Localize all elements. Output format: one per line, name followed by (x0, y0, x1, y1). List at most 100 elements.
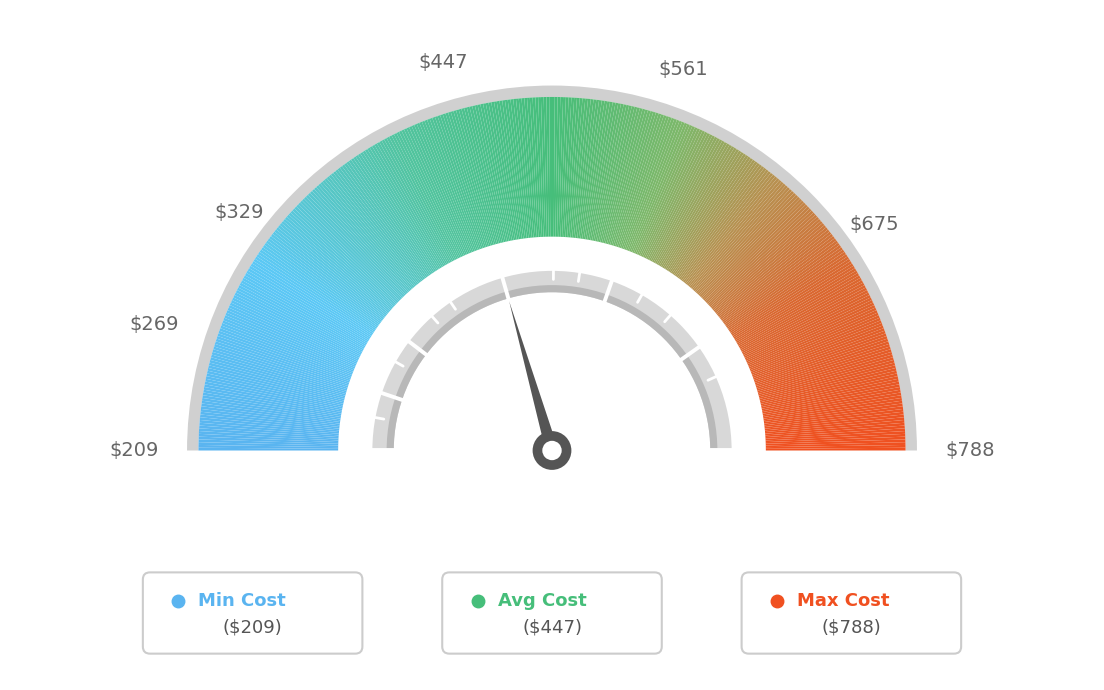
Wedge shape (762, 382, 900, 411)
Text: Avg Cost: Avg Cost (498, 592, 586, 610)
Wedge shape (634, 124, 690, 254)
Wedge shape (731, 257, 849, 335)
Wedge shape (422, 121, 475, 252)
Wedge shape (250, 266, 370, 340)
Wedge shape (318, 184, 412, 290)
Wedge shape (591, 103, 618, 240)
Wedge shape (275, 230, 385, 318)
Wedge shape (740, 283, 864, 351)
Wedge shape (258, 252, 375, 332)
Wedge shape (325, 178, 416, 287)
Wedge shape (753, 328, 884, 378)
Wedge shape (365, 149, 440, 269)
Text: $447: $447 (418, 53, 468, 72)
Wedge shape (636, 125, 692, 254)
Wedge shape (598, 106, 631, 242)
FancyBboxPatch shape (742, 573, 962, 653)
Wedge shape (765, 423, 904, 435)
Wedge shape (715, 223, 825, 314)
Wedge shape (372, 271, 732, 451)
Wedge shape (255, 257, 373, 335)
Wedge shape (353, 157, 433, 274)
Wedge shape (604, 108, 640, 244)
Wedge shape (667, 152, 744, 271)
Wedge shape (203, 393, 341, 417)
Wedge shape (200, 423, 339, 435)
Wedge shape (581, 100, 602, 239)
Wedge shape (338, 168, 424, 281)
Wedge shape (382, 139, 450, 263)
Wedge shape (582, 101, 605, 239)
Wedge shape (690, 180, 782, 288)
Wedge shape (429, 118, 479, 250)
Wedge shape (654, 139, 722, 263)
Wedge shape (602, 107, 637, 243)
Wedge shape (652, 138, 720, 262)
Text: $269: $269 (129, 315, 179, 334)
Wedge shape (302, 199, 402, 299)
Wedge shape (480, 104, 510, 241)
Wedge shape (304, 197, 403, 298)
Wedge shape (200, 420, 339, 434)
Wedge shape (611, 110, 650, 245)
Wedge shape (678, 164, 762, 279)
Wedge shape (331, 172, 420, 284)
Wedge shape (630, 121, 684, 253)
Wedge shape (649, 135, 715, 261)
Text: ($209): ($209) (223, 619, 283, 637)
Wedge shape (585, 101, 611, 239)
Wedge shape (666, 150, 742, 270)
Wedge shape (312, 189, 408, 293)
Wedge shape (755, 339, 889, 384)
Wedge shape (358, 153, 436, 272)
Wedge shape (645, 132, 708, 259)
Wedge shape (269, 236, 382, 322)
Wedge shape (410, 126, 467, 255)
Wedge shape (736, 270, 858, 343)
Wedge shape (406, 127, 466, 255)
Wedge shape (664, 149, 739, 269)
Wedge shape (399, 130, 461, 258)
Wedge shape (420, 121, 474, 253)
Wedge shape (699, 193, 796, 296)
Wedge shape (740, 280, 863, 349)
Wedge shape (206, 373, 343, 406)
Wedge shape (527, 98, 539, 237)
Wedge shape (747, 308, 877, 366)
Text: $561: $561 (658, 61, 708, 79)
Wedge shape (217, 333, 350, 382)
Wedge shape (223, 318, 353, 372)
Wedge shape (751, 320, 882, 373)
Wedge shape (679, 166, 764, 279)
Wedge shape (549, 97, 552, 237)
Wedge shape (734, 266, 854, 340)
Wedge shape (236, 290, 361, 355)
Wedge shape (300, 201, 401, 300)
Wedge shape (728, 250, 845, 331)
Wedge shape (237, 288, 362, 353)
Wedge shape (285, 217, 392, 310)
Wedge shape (203, 390, 341, 415)
Wedge shape (484, 104, 512, 241)
Wedge shape (744, 295, 871, 358)
Wedge shape (629, 121, 682, 252)
Wedge shape (693, 186, 788, 291)
Wedge shape (762, 384, 900, 412)
Wedge shape (750, 315, 880, 371)
Wedge shape (765, 417, 904, 432)
Wedge shape (569, 98, 583, 237)
Wedge shape (513, 99, 530, 238)
Wedge shape (766, 440, 905, 446)
Wedge shape (567, 98, 580, 237)
Wedge shape (763, 395, 902, 419)
Wedge shape (200, 417, 339, 432)
Wedge shape (316, 186, 411, 291)
Wedge shape (696, 189, 792, 293)
Wedge shape (493, 101, 519, 239)
Wedge shape (469, 106, 503, 243)
Wedge shape (252, 261, 371, 337)
Wedge shape (486, 103, 513, 240)
Wedge shape (708, 208, 811, 306)
Wedge shape (333, 171, 421, 283)
Wedge shape (764, 401, 902, 422)
